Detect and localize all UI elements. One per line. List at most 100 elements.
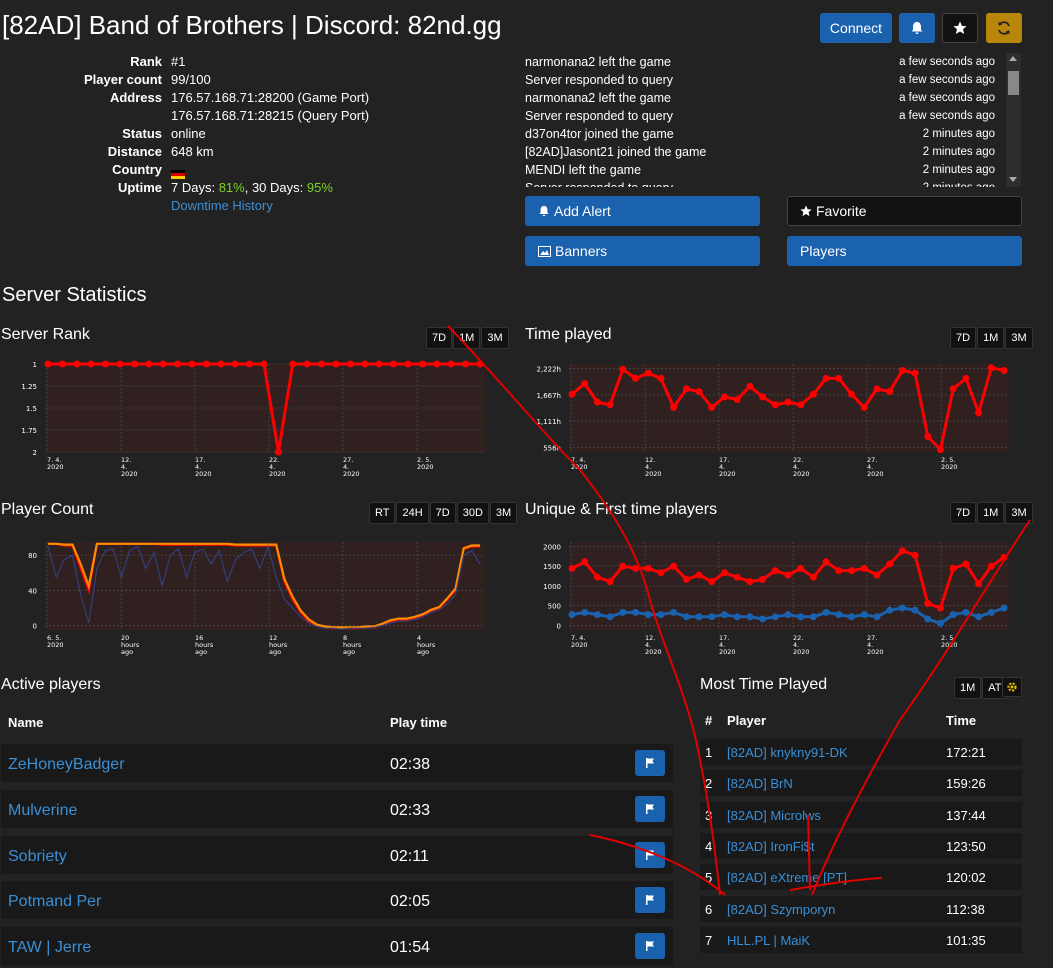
data-point[interactable] xyxy=(924,615,932,623)
data-point[interactable] xyxy=(657,569,665,577)
data-point[interactable] xyxy=(771,613,779,621)
data-point[interactable] xyxy=(58,360,66,368)
count-range-button[interactable]: RT xyxy=(369,502,396,524)
data-point[interactable] xyxy=(73,360,81,368)
data-point[interactable] xyxy=(720,569,728,577)
data-point[interactable] xyxy=(260,360,268,368)
data-point[interactable] xyxy=(987,562,995,570)
data-point[interactable] xyxy=(733,613,741,621)
data-point[interactable] xyxy=(202,360,210,368)
data-point[interactable] xyxy=(975,580,983,588)
data-point[interactable] xyxy=(898,547,906,555)
count-range-button[interactable]: 30D xyxy=(456,502,489,524)
data-point[interactable] xyxy=(390,360,398,368)
data-point[interactable] xyxy=(911,551,919,559)
data-point[interactable] xyxy=(771,567,779,575)
player-name-link[interactable]: [82AD] BrN xyxy=(727,776,793,792)
rank-range-button[interactable]: 3M xyxy=(481,327,509,349)
data-point[interactable] xyxy=(361,360,369,368)
data-point[interactable] xyxy=(886,606,894,614)
data-point[interactable] xyxy=(949,564,957,572)
data-point[interactable] xyxy=(44,360,52,368)
data-point[interactable] xyxy=(581,380,589,388)
data-point[interactable] xyxy=(848,567,856,575)
data-point[interactable] xyxy=(433,360,441,368)
data-point[interactable] xyxy=(695,571,703,579)
data-point[interactable] xyxy=(606,613,614,621)
data-point[interactable] xyxy=(784,398,792,406)
refresh-button[interactable] xyxy=(986,13,1022,43)
player-name-link[interactable]: [82AD] Microlws xyxy=(727,807,821,823)
data-point[interactable] xyxy=(116,360,124,368)
banners-button[interactable]: Banners xyxy=(525,236,760,266)
player-name-link[interactable]: ZeHoneyBadger xyxy=(8,756,125,773)
data-point[interactable] xyxy=(911,369,919,377)
data-point[interactable] xyxy=(476,360,484,368)
player-name-link[interactable]: HLL.PL | MaiK xyxy=(727,932,811,948)
data-point[interactable] xyxy=(784,611,792,619)
data-point[interactable] xyxy=(670,403,678,411)
report-button[interactable] xyxy=(635,841,665,868)
data-point[interactable] xyxy=(746,382,754,390)
players-button[interactable]: Players xyxy=(787,236,1022,266)
connect-button[interactable]: Connect xyxy=(820,13,892,43)
data-point[interactable] xyxy=(835,374,843,382)
data-point[interactable] xyxy=(924,600,932,608)
data-point[interactable] xyxy=(936,619,944,627)
data-point[interactable] xyxy=(809,613,817,621)
downtime-history-link[interactable]: Downtime History xyxy=(171,198,273,213)
data-point[interactable] xyxy=(1000,604,1008,612)
data-point[interactable] xyxy=(159,360,167,368)
player-name-link[interactable]: Sobriety xyxy=(8,847,67,865)
report-button[interactable] xyxy=(635,933,665,960)
data-point[interactable] xyxy=(797,613,805,621)
data-point[interactable] xyxy=(860,564,868,572)
data-point[interactable] xyxy=(962,374,970,382)
data-point[interactable] xyxy=(174,360,182,368)
data-point[interactable] xyxy=(759,393,767,401)
report-button[interactable] xyxy=(635,750,665,776)
data-point[interactable] xyxy=(733,395,741,403)
data-point[interactable] xyxy=(886,388,894,396)
data-point[interactable] xyxy=(962,608,970,616)
data-point[interactable] xyxy=(404,360,412,368)
data-point[interactable] xyxy=(632,374,640,382)
unique-range-button[interactable]: 1M xyxy=(977,502,1005,524)
data-point[interactable] xyxy=(303,360,311,368)
data-point[interactable] xyxy=(619,608,627,616)
data-point[interactable] xyxy=(848,613,856,621)
time-range-button[interactable]: 7D xyxy=(950,327,977,349)
data-point[interactable] xyxy=(822,608,830,616)
data-point[interactable] xyxy=(593,573,601,581)
player-name-link[interactable]: Potmand Per xyxy=(8,893,102,911)
data-point[interactable] xyxy=(644,564,652,572)
data-point[interactable] xyxy=(145,360,153,368)
data-point[interactable] xyxy=(797,401,805,409)
data-point[interactable] xyxy=(720,393,728,401)
data-point[interactable] xyxy=(632,608,640,616)
data-point[interactable] xyxy=(898,366,906,374)
data-point[interactable] xyxy=(619,365,627,373)
data-point[interactable] xyxy=(898,604,906,612)
player-name-link[interactable]: Mulverine xyxy=(8,801,78,819)
data-point[interactable] xyxy=(860,403,868,411)
data-point[interactable] xyxy=(911,606,919,614)
data-point[interactable] xyxy=(873,385,881,393)
data-point[interactable] xyxy=(289,360,297,368)
player-name-link[interactable]: TAW | Jerre xyxy=(8,939,92,957)
data-point[interactable] xyxy=(822,558,830,566)
data-point[interactable] xyxy=(759,615,767,623)
data-point[interactable] xyxy=(695,613,703,621)
data-point[interactable] xyxy=(593,398,601,406)
data-point[interactable] xyxy=(835,611,843,619)
data-point[interactable] xyxy=(848,390,856,398)
count-range-button[interactable]: 24H xyxy=(396,502,429,524)
data-point[interactable] xyxy=(670,562,678,570)
data-point[interactable] xyxy=(860,611,868,619)
data-point[interactable] xyxy=(606,401,614,409)
data-point[interactable] xyxy=(593,611,601,619)
data-point[interactable] xyxy=(87,360,95,368)
data-point[interactable] xyxy=(568,390,576,398)
data-point[interactable] xyxy=(759,575,767,583)
player-name-link[interactable]: [82AD] eXtreme [PT] xyxy=(727,870,847,886)
